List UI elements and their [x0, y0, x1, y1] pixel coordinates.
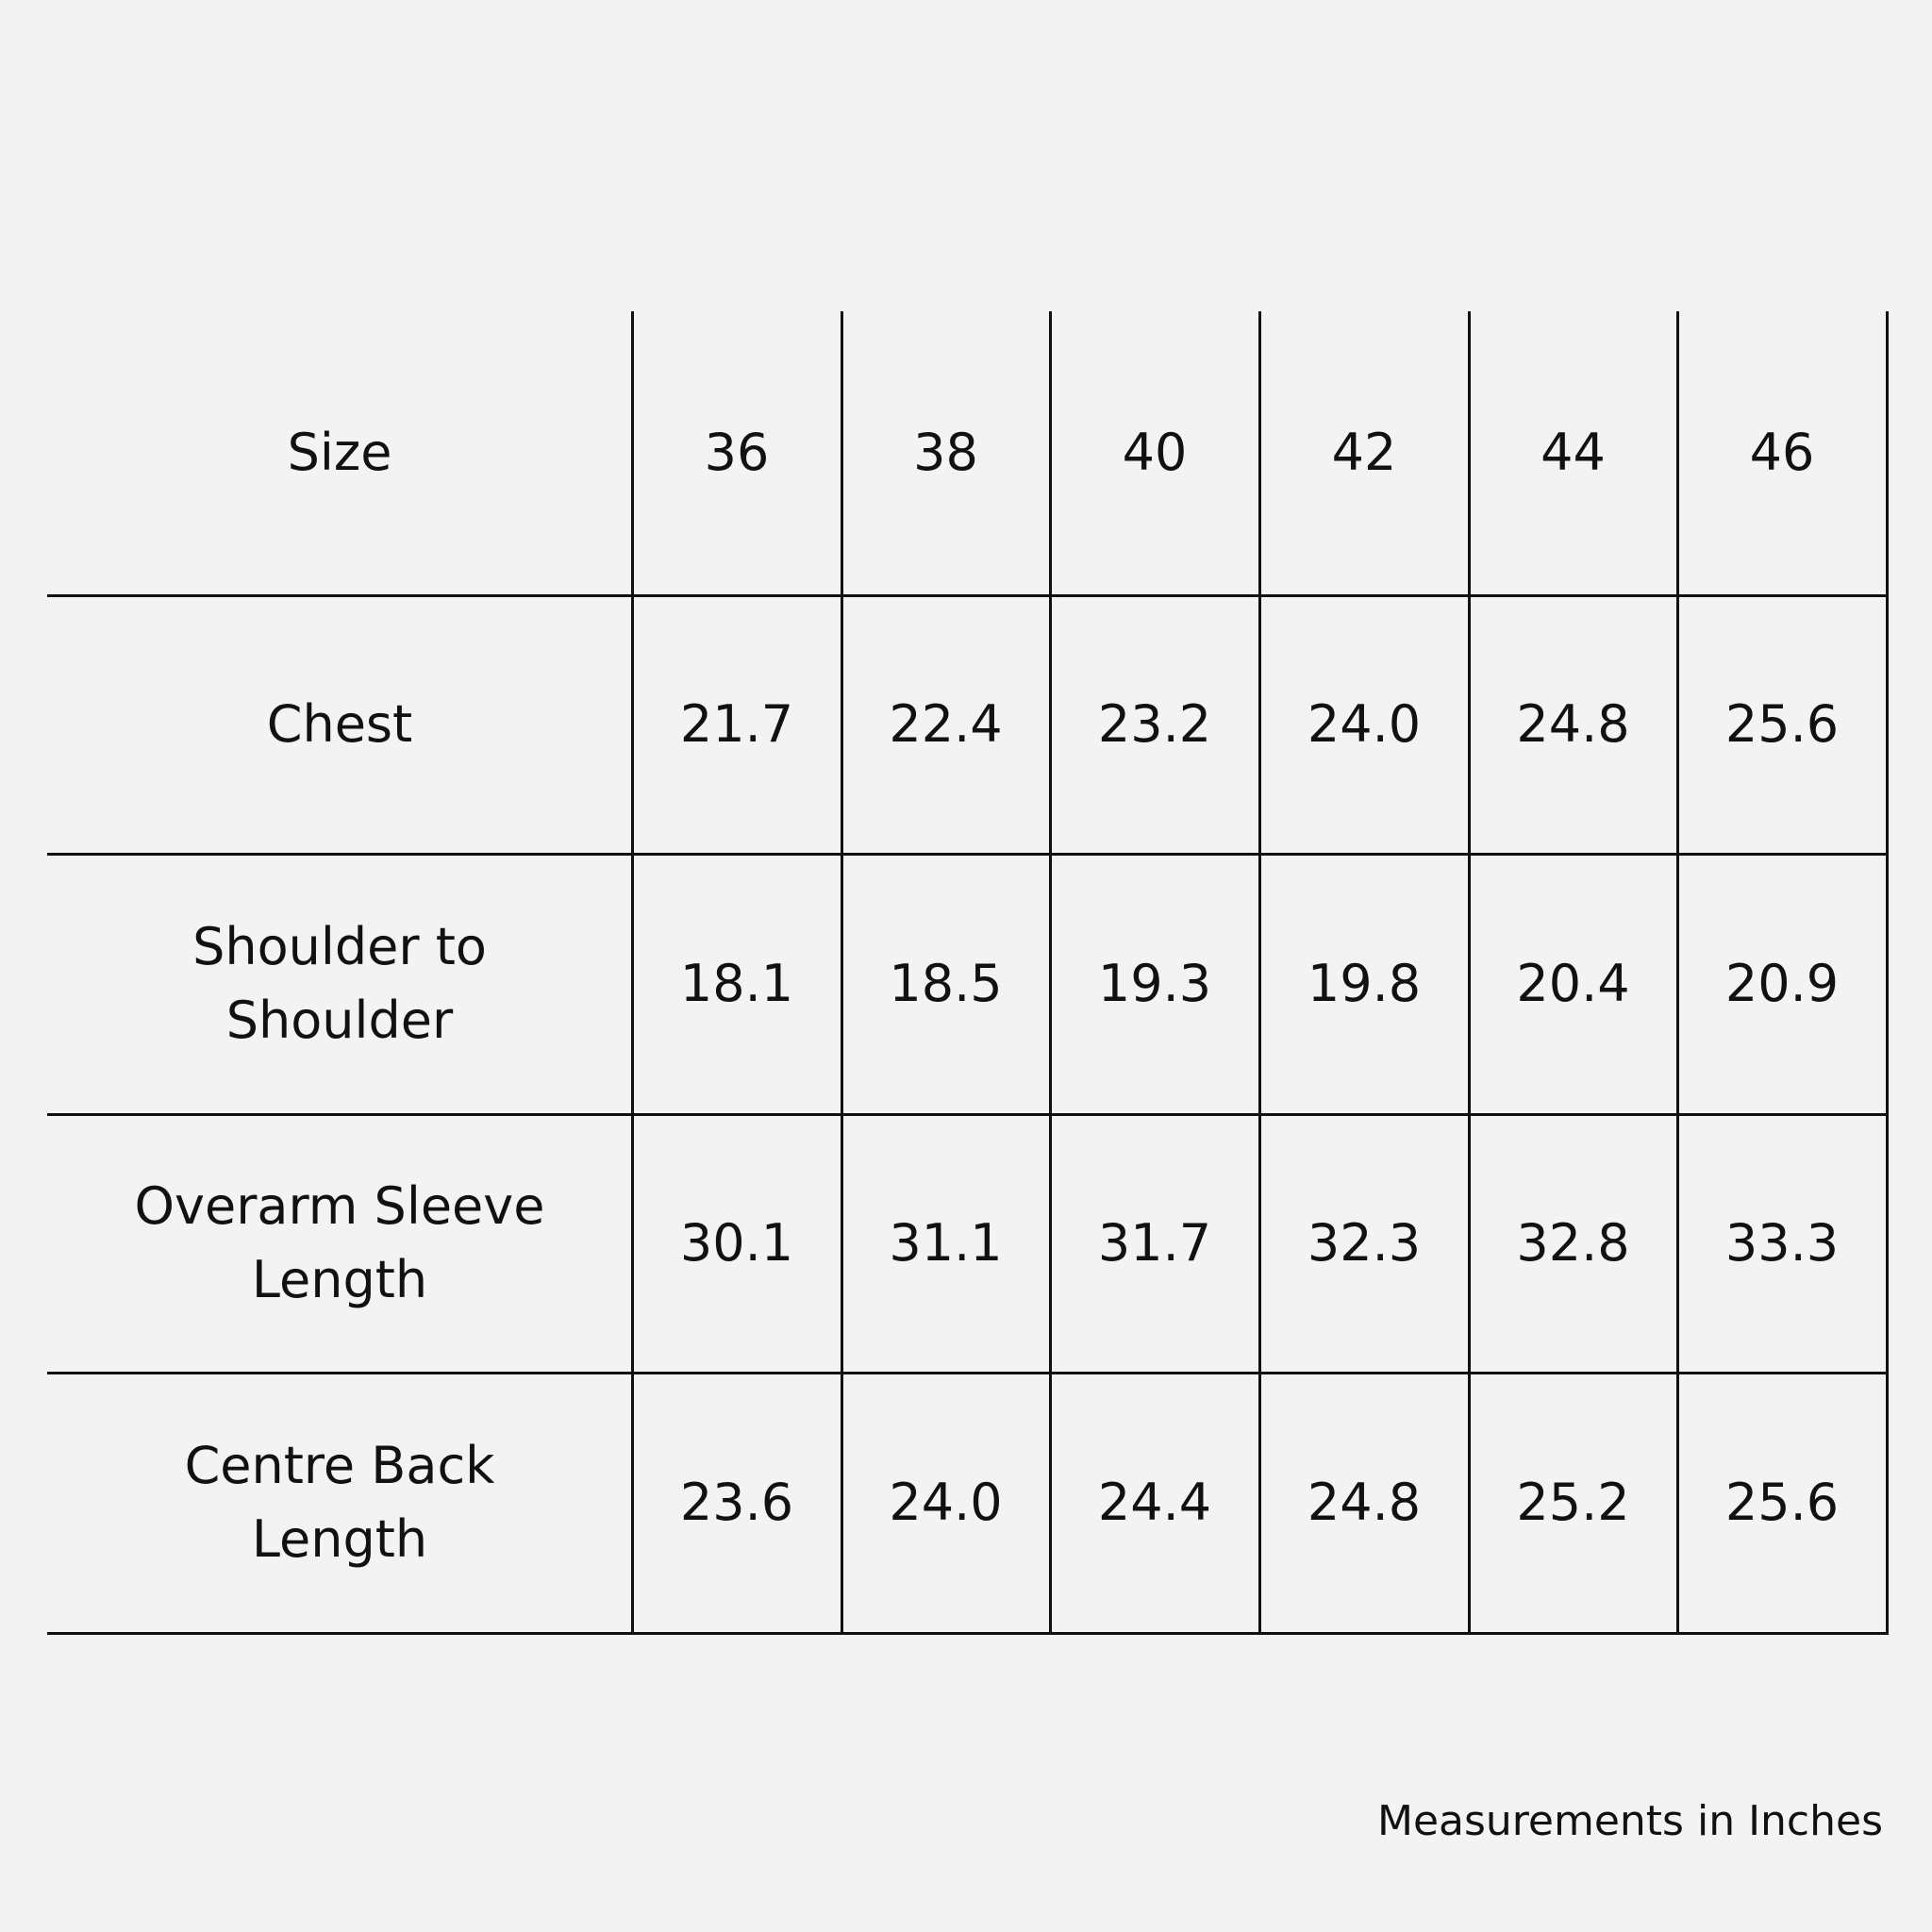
column-border [631, 311, 634, 1635]
data-cell: 24.8 [1259, 1373, 1469, 1633]
column-border [1258, 311, 1261, 1635]
cell-text: 21.7 [679, 693, 794, 754]
column-border [1049, 311, 1052, 1635]
data-cell: 19.8 [1259, 854, 1469, 1114]
data-cell: 22.4 [841, 595, 1050, 854]
row-border [47, 1632, 1889, 1635]
row-border [47, 1113, 1889, 1116]
data-cell: 31.1 [841, 1114, 1050, 1373]
cell-text: 25.2 [1516, 1472, 1630, 1532]
cell-text: 20.9 [1724, 953, 1840, 1013]
cell-text: 25.6 [1724, 1472, 1840, 1532]
cell-text: 33.3 [1724, 1212, 1840, 1273]
cell-text: 36 [704, 423, 770, 483]
cell-text: 24.8 [1516, 693, 1630, 754]
header-cell: 44 [1469, 311, 1677, 595]
data-cell: 24.0 [841, 1373, 1050, 1633]
data-cell: 24.4 [1050, 1373, 1259, 1633]
header-cell: 40 [1050, 311, 1259, 595]
data-cell: 32.3 [1259, 1114, 1469, 1373]
cell-text: 42 [1331, 423, 1397, 483]
cell-text: Size [287, 423, 392, 483]
header-cell: 42 [1259, 311, 1469, 595]
row-label: Chest [47, 595, 632, 854]
row-label: Overarm Sleeve Length [47, 1114, 632, 1373]
cell-text: 18.1 [679, 953, 794, 1013]
header-cell: 36 [632, 311, 841, 595]
data-cell: 25.6 [1677, 1373, 1887, 1633]
header-cell: Size [47, 311, 632, 595]
cell-text: 24.0 [889, 1472, 1003, 1532]
cell-text: 24.0 [1307, 693, 1422, 754]
cell-text: 24.4 [1097, 1472, 1212, 1532]
data-cell: 24.0 [1259, 595, 1469, 854]
data-cell: 20.9 [1677, 854, 1887, 1114]
cell-text: 32.3 [1307, 1212, 1422, 1273]
data-cell: 31.7 [1050, 1114, 1259, 1373]
data-cell: 19.3 [1050, 854, 1259, 1114]
data-cell: 30.1 [632, 1114, 841, 1373]
row-label: Centre Back Length [47, 1373, 632, 1633]
data-cell: 18.5 [841, 854, 1050, 1114]
cell-text: Overarm Sleeve Length [134, 1175, 545, 1309]
cell-text: 46 [1749, 423, 1815, 483]
cell-text: 25.6 [1724, 693, 1840, 754]
cell-text: Centre Back Length [184, 1435, 495, 1569]
cell-text: Chest [266, 693, 413, 754]
row-border [47, 1372, 1889, 1374]
cell-text: 31.7 [1097, 1212, 1212, 1273]
cell-text: 19.3 [1097, 953, 1212, 1013]
data-cell: 21.7 [632, 595, 841, 854]
cell-text: 40 [1122, 423, 1188, 483]
cell-text: 24.8 [1307, 1472, 1422, 1532]
data-cell: 18.1 [632, 854, 841, 1114]
row-label: Shoulder to Shoulder [47, 854, 632, 1114]
data-cell: 20.4 [1469, 854, 1677, 1114]
data-cell: 32.8 [1469, 1114, 1677, 1373]
data-cell: 25.6 [1677, 595, 1887, 854]
column-border [1468, 311, 1471, 1635]
header-cell: 38 [841, 311, 1050, 595]
cell-text: 38 [913, 423, 978, 483]
cell-text: 32.8 [1516, 1212, 1630, 1273]
cell-text: 23.2 [1097, 693, 1212, 754]
cell-text: 30.1 [679, 1212, 794, 1273]
data-cell: 25.2 [1469, 1373, 1677, 1633]
data-cell: 23.2 [1050, 595, 1259, 854]
cell-text: 18.5 [889, 953, 1003, 1013]
data-cell: 33.3 [1677, 1114, 1887, 1373]
column-border [841, 311, 843, 1635]
cell-text: 31.1 [889, 1212, 1003, 1273]
cell-text: 20.4 [1516, 953, 1630, 1013]
row-border [47, 853, 1889, 856]
header-cell: 46 [1677, 311, 1887, 595]
cell-text: Shoulder to Shoulder [192, 916, 487, 1050]
units-note: Measurements in Inches [1376, 1797, 1883, 1845]
column-border [1886, 311, 1889, 1635]
column-border [1676, 311, 1679, 1635]
row-border [47, 594, 1889, 597]
data-cell: 23.6 [632, 1373, 841, 1633]
cell-text: 44 [1541, 423, 1606, 483]
data-cell: 24.8 [1469, 595, 1677, 854]
cell-text: 23.6 [679, 1472, 794, 1532]
cell-text: 19.8 [1307, 953, 1422, 1013]
cell-text: 22.4 [889, 693, 1003, 754]
